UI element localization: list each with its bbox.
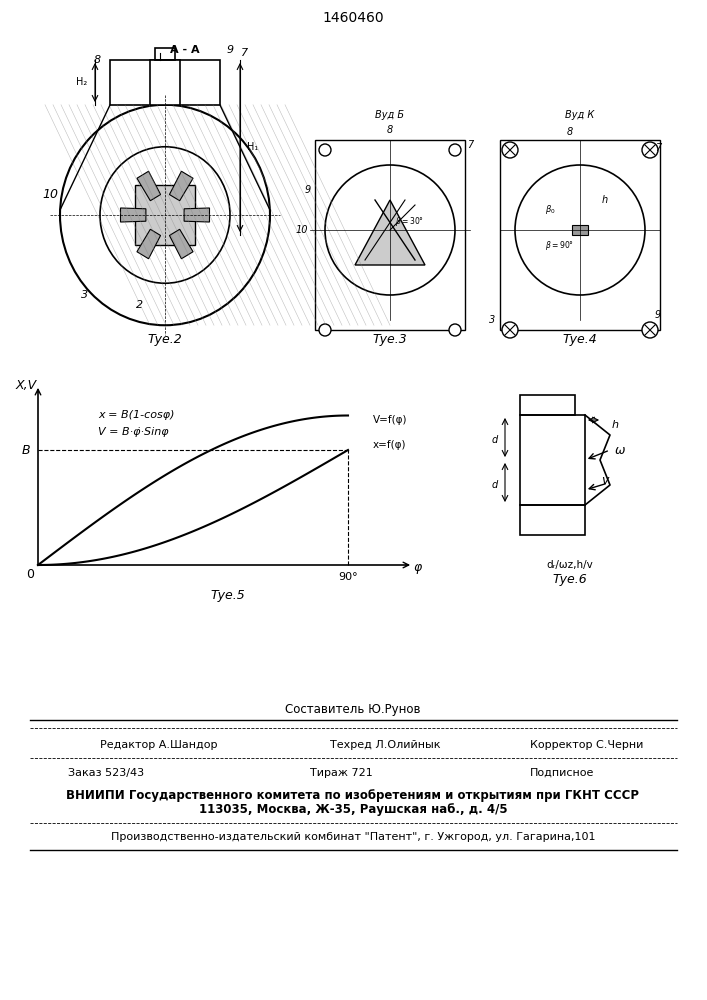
Text: v: v: [602, 474, 609, 487]
Text: d: d: [492, 480, 498, 490]
Text: Подписное: Подписное: [530, 768, 595, 778]
Polygon shape: [355, 200, 425, 265]
Text: 8: 8: [93, 55, 100, 65]
Text: Производственно-издательский комбинат "Патент", г. Ужгород, ул. Гагарина,101: Производственно-издательский комбинат "П…: [111, 832, 595, 842]
Text: 10: 10: [42, 188, 58, 202]
Text: 8: 8: [567, 127, 573, 137]
Polygon shape: [137, 171, 160, 201]
Text: Вуд Б: Вуд Б: [375, 110, 404, 120]
Text: H₂: H₂: [76, 77, 87, 87]
Text: 7: 7: [241, 48, 249, 58]
Text: Τуе.2: Τуе.2: [148, 334, 182, 347]
Text: 9: 9: [655, 310, 661, 320]
Bar: [520, 395, 575, 415]
Text: $\beta=30°$: $\beta=30°$: [395, 216, 424, 229]
Text: Заказ 523/43: Заказ 523/43: [68, 768, 144, 778]
Text: 2: 2: [136, 300, 144, 310]
Polygon shape: [170, 171, 193, 201]
Bar: [110, 60, 220, 105]
Text: V=f(φ): V=f(φ): [373, 415, 407, 425]
Text: Τуе.5: Τуе.5: [211, 588, 245, 601]
Text: Τуе.4: Τуе.4: [563, 334, 597, 347]
Text: $\beta=90°$: $\beta=90°$: [546, 238, 575, 251]
Bar: [500, 140, 660, 330]
Text: 3: 3: [489, 315, 495, 325]
Text: 7: 7: [467, 140, 473, 150]
Text: h: h: [602, 195, 608, 205]
Polygon shape: [135, 185, 195, 245]
Text: Τуе.3: Τуе.3: [373, 334, 407, 347]
Bar: [572, 225, 588, 235]
Polygon shape: [120, 208, 146, 222]
Circle shape: [319, 324, 331, 336]
Text: Редактор А.Шандор: Редактор А.Шандор: [100, 740, 218, 750]
Text: 9: 9: [305, 185, 311, 195]
Text: d: d: [492, 435, 498, 445]
Text: 1460460: 1460460: [322, 11, 384, 25]
Text: x=f(φ): x=f(φ): [373, 440, 407, 450]
Text: ВНИИПИ Государственного комитета по изобретениям и открытиям при ГКНТ СССР: ВНИИПИ Государственного комитета по изоб…: [66, 788, 640, 802]
Text: 3: 3: [81, 290, 88, 300]
Text: Техред Л.Олийнык: Техред Л.Олийнык: [330, 740, 440, 750]
Bar: [315, 140, 465, 330]
Text: h: h: [612, 420, 619, 430]
Text: Тираж 721: Тираж 721: [310, 768, 373, 778]
Text: B: B: [22, 444, 30, 456]
Circle shape: [449, 144, 461, 156]
Text: 8: 8: [387, 125, 393, 135]
Bar: [520, 505, 585, 535]
Text: Τуе.6: Τуе.6: [553, 574, 588, 586]
Polygon shape: [170, 229, 193, 259]
Polygon shape: [137, 229, 160, 259]
Text: H₁: H₁: [247, 142, 258, 152]
Text: A - A: A - A: [170, 45, 200, 55]
Text: X,V: X,V: [16, 378, 37, 391]
Text: Корректор С.Черни: Корректор С.Черни: [530, 740, 643, 750]
Circle shape: [642, 142, 658, 158]
Bar: [155, 48, 175, 60]
Circle shape: [449, 324, 461, 336]
Bar: [150, 60, 180, 105]
Bar: [520, 415, 585, 505]
Text: Составитель Ю.Рунов: Составитель Ю.Рунов: [285, 704, 421, 716]
Text: 113035, Москва, Ж-35, Раушская наб., д. 4/5: 113035, Москва, Ж-35, Раушская наб., д. …: [199, 804, 508, 816]
Circle shape: [642, 322, 658, 338]
Circle shape: [319, 144, 331, 156]
Text: φ: φ: [414, 562, 422, 574]
Text: $\beta_0$: $\beta_0$: [544, 204, 555, 217]
Text: 90°: 90°: [338, 572, 358, 582]
Circle shape: [502, 322, 518, 338]
Text: x = B(1-cosφ): x = B(1-cosφ): [98, 410, 175, 420]
Text: Вуд К: Вуд К: [566, 110, 595, 120]
Polygon shape: [184, 208, 209, 222]
Circle shape: [502, 142, 518, 158]
Text: 10: 10: [296, 225, 308, 235]
Text: dᵣ/ωz,h/v: dᵣ/ωz,h/v: [547, 560, 593, 570]
Text: 0: 0: [26, 568, 34, 582]
Text: ω: ω: [615, 444, 625, 456]
Text: V = B·φ̇·Sinφ: V = B·φ̇·Sinφ: [98, 427, 169, 437]
Text: 7: 7: [655, 143, 661, 153]
Text: 9: 9: [226, 45, 233, 55]
